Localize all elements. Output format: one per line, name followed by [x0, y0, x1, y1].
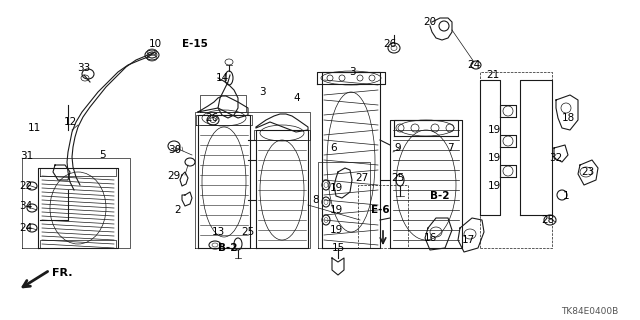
- Text: 31: 31: [20, 151, 34, 161]
- Text: 12: 12: [63, 117, 77, 127]
- Text: 9: 9: [395, 143, 401, 153]
- Text: 6: 6: [331, 143, 337, 153]
- Text: 3: 3: [349, 67, 355, 77]
- Text: E-15: E-15: [182, 39, 208, 49]
- Text: 27: 27: [355, 173, 369, 183]
- Text: 24: 24: [467, 60, 481, 70]
- Text: 30: 30: [168, 145, 182, 155]
- Text: 3: 3: [259, 87, 266, 97]
- Text: 13: 13: [211, 227, 225, 237]
- Text: 28: 28: [541, 215, 555, 225]
- Text: 10: 10: [148, 39, 161, 49]
- Text: 14: 14: [216, 73, 228, 83]
- Text: 26: 26: [205, 113, 219, 123]
- Text: B-2: B-2: [430, 191, 450, 201]
- Text: 25: 25: [392, 173, 404, 183]
- Text: 24: 24: [19, 223, 33, 233]
- Text: 26: 26: [383, 39, 397, 49]
- Text: 11: 11: [28, 123, 40, 133]
- Text: B-2: B-2: [218, 243, 237, 253]
- Text: 22: 22: [19, 181, 33, 191]
- Text: TK84E0400B: TK84E0400B: [561, 308, 619, 316]
- Text: 5: 5: [99, 150, 106, 160]
- Text: 23: 23: [581, 167, 595, 177]
- Text: 32: 32: [549, 153, 563, 163]
- Text: 8: 8: [313, 195, 319, 205]
- Text: 33: 33: [77, 63, 91, 73]
- Text: 19: 19: [488, 181, 500, 191]
- Text: 2: 2: [175, 205, 181, 215]
- Text: 21: 21: [486, 70, 500, 80]
- Text: 19: 19: [330, 205, 342, 215]
- Text: 19: 19: [330, 225, 342, 235]
- Text: 20: 20: [424, 17, 436, 27]
- Text: 17: 17: [461, 235, 475, 245]
- Text: E-6: E-6: [371, 205, 389, 215]
- Text: 25: 25: [241, 227, 255, 237]
- Text: 18: 18: [561, 113, 575, 123]
- Text: FR.: FR.: [52, 268, 72, 278]
- Text: 1: 1: [563, 191, 570, 201]
- Text: 16: 16: [424, 233, 436, 243]
- Text: 4: 4: [294, 93, 300, 103]
- Text: 7: 7: [447, 143, 453, 153]
- Text: 19: 19: [330, 183, 342, 193]
- Text: 19: 19: [488, 125, 500, 135]
- Text: 15: 15: [332, 243, 344, 253]
- Text: 29: 29: [168, 171, 180, 181]
- Text: 19: 19: [488, 153, 500, 163]
- Text: 34: 34: [19, 201, 33, 211]
